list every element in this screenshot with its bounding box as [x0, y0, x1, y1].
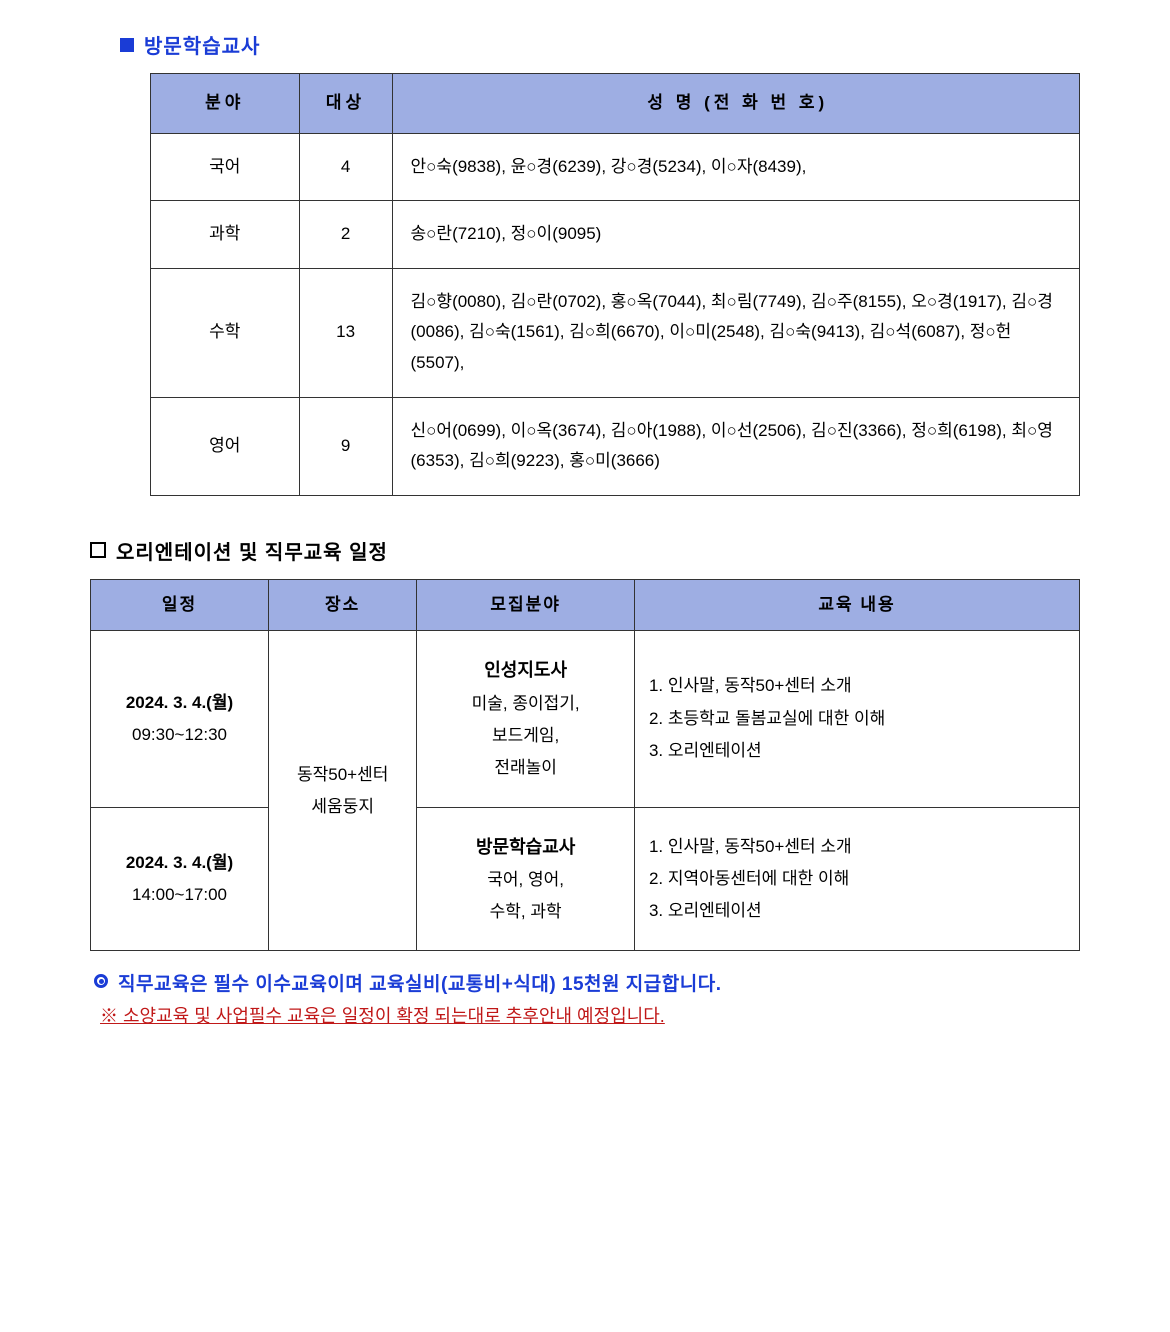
section2-heading: 오리엔테이션 및 직무교육 일정 [90, 536, 1080, 565]
table-row: 과학 2 송○란(7210), 정○이(9095) [151, 201, 1080, 269]
schedule-time: 14:00~17:00 [132, 885, 227, 904]
header-content: 교육 내용 [634, 579, 1079, 631]
cell-content: 1. 인사말, 동작50+센터 소개2. 초등학교 돌봄교실에 대한 이해3. … [634, 631, 1079, 807]
footnote-line-1: 직무교육은 필수 이수교육이며 교육실비(교통비+식대) 15천원 지급합니다. [94, 969, 1080, 996]
field-title: 인성지도사 [484, 660, 567, 680]
table-row: 2024. 3. 4.(월) 09:30~12:30 동작50+센터세움둥지 인… [91, 631, 1080, 807]
section1-heading: 방문학습교사 [120, 30, 1080, 59]
circle-bullet-icon [94, 974, 108, 988]
cell-recruit-field: 방문학습교사 국어, 영어,수학, 과학 [417, 807, 635, 951]
cell-target: 13 [299, 268, 392, 397]
cell-target: 9 [299, 397, 392, 495]
square-bullet-icon [120, 38, 134, 52]
header-field: 분야 [151, 74, 300, 134]
footnotes: 직무교육은 필수 이수교육이며 교육실비(교통비+식대) 15천원 지급합니다.… [94, 969, 1080, 1028]
square-outline-icon [90, 542, 106, 558]
cell-field: 수학 [151, 268, 300, 397]
footnote-text: ※ 소양교육 및 사업필수 교육은 일정이 확정 되는대로 추후안내 예정입니다… [100, 1002, 665, 1028]
footnote-text: 직무교육은 필수 이수교육이며 교육실비(교통비+식대) 15천원 지급합니다. [118, 969, 721, 996]
cell-target: 2 [299, 201, 392, 269]
table-header-row: 분야 대상 성 명 (전 화 번 호) [151, 74, 1080, 134]
schedule-time: 09:30~12:30 [132, 725, 227, 744]
header-target: 대상 [299, 74, 392, 134]
header-schedule: 일정 [91, 579, 269, 631]
schedule-date: 2024. 3. 4.(월) [126, 693, 233, 712]
field-detail: 국어, 영어,수학, 과학 [487, 870, 564, 921]
cell-names: 김○향(0080), 김○란(0702), 홍○옥(7044), 최○림(774… [392, 268, 1079, 397]
table-row: 수학 13 김○향(0080), 김○란(0702), 홍○옥(7044), 최… [151, 268, 1080, 397]
cell-field: 과학 [151, 201, 300, 269]
cell-field: 국어 [151, 133, 300, 201]
cell-content: 1. 인사말, 동작50+센터 소개2. 지역아동센터에 대한 이해3. 오리엔… [634, 807, 1079, 951]
cell-schedule: 2024. 3. 4.(월) 14:00~17:00 [91, 807, 269, 951]
header-names: 성 명 (전 화 번 호) [392, 74, 1079, 134]
cell-names: 송○란(7210), 정○이(9095) [392, 201, 1079, 269]
cell-target: 4 [299, 133, 392, 201]
cell-place: 동작50+센터세움둥지 [269, 631, 417, 951]
cell-recruit-field: 인성지도사 미술, 종이접기,보드게임,전래놀이 [417, 631, 635, 807]
table-header-row: 일정 장소 모집분야 교육 내용 [91, 579, 1080, 631]
header-recruit-field: 모집분야 [417, 579, 635, 631]
cell-schedule: 2024. 3. 4.(월) 09:30~12:30 [91, 631, 269, 807]
table-row: 국어 4 안○숙(9838), 윤○경(6239), 강○경(5234), 이○… [151, 133, 1080, 201]
section1-title: 방문학습교사 [144, 30, 260, 59]
header-place: 장소 [269, 579, 417, 631]
cell-names: 신○어(0699), 이○옥(3674), 김○아(1988), 이○선(250… [392, 397, 1079, 495]
section2-title: 오리엔테이션 및 직무교육 일정 [116, 536, 388, 565]
table-row: 영어 9 신○어(0699), 이○옥(3674), 김○아(1988), 이○… [151, 397, 1080, 495]
cell-field: 영어 [151, 397, 300, 495]
schedule-date: 2024. 3. 4.(월) [126, 853, 233, 872]
footnote-line-2: ※ 소양교육 및 사업필수 교육은 일정이 확정 되는대로 추후안내 예정입니다… [94, 1002, 1080, 1028]
field-title: 방문학습교사 [476, 837, 575, 857]
schedule-table: 일정 장소 모집분야 교육 내용 2024. 3. 4.(월) 09:30~12… [90, 579, 1080, 952]
field-detail: 미술, 종이접기,보드게임,전래놀이 [472, 694, 580, 778]
teachers-table: 분야 대상 성 명 (전 화 번 호) 국어 4 안○숙(9838), 윤○경(… [150, 73, 1080, 496]
table-row: 2024. 3. 4.(월) 14:00~17:00 방문학습교사 국어, 영어… [91, 807, 1080, 951]
cell-names: 안○숙(9838), 윤○경(6239), 강○경(5234), 이○자(843… [392, 133, 1079, 201]
